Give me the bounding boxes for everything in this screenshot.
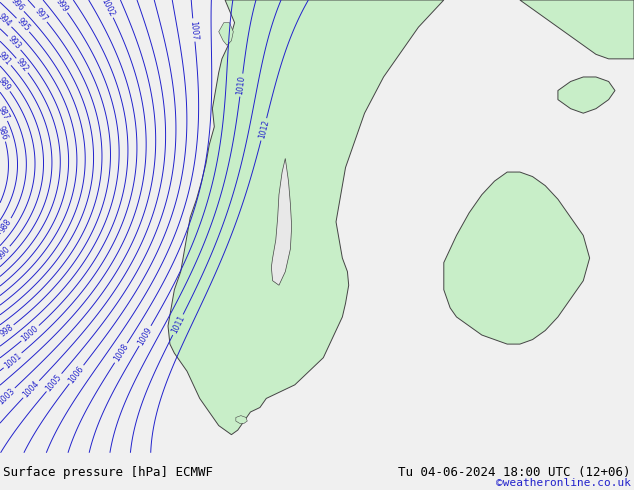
Text: 994: 994: [0, 12, 13, 28]
Text: 999: 999: [54, 0, 70, 14]
Text: Tu 04-06-2024 18:00 UTC (12+06): Tu 04-06-2024 18:00 UTC (12+06): [398, 466, 631, 479]
Polygon shape: [236, 416, 247, 423]
Text: 987: 987: [0, 104, 11, 121]
Polygon shape: [219, 23, 233, 45]
Polygon shape: [558, 77, 615, 113]
Text: Surface pressure [hPa] ECMWF: Surface pressure [hPa] ECMWF: [3, 466, 213, 479]
Text: 1011: 1011: [170, 314, 186, 335]
Text: 1002: 1002: [100, 0, 117, 18]
Text: 998: 998: [0, 322, 15, 339]
Text: 1003: 1003: [0, 386, 16, 406]
Text: 1004: 1004: [22, 379, 41, 399]
Text: 986: 986: [0, 124, 10, 141]
Text: 996: 996: [9, 0, 26, 13]
Text: 991: 991: [0, 50, 13, 67]
Text: 1006: 1006: [67, 364, 86, 385]
Text: 1005: 1005: [44, 372, 64, 393]
Polygon shape: [520, 0, 634, 59]
Polygon shape: [444, 172, 590, 344]
Text: 1008: 1008: [112, 343, 130, 364]
Text: 1000: 1000: [20, 323, 41, 343]
Text: 988: 988: [0, 218, 14, 234]
Text: 1012: 1012: [257, 119, 271, 140]
Text: 1009: 1009: [136, 325, 154, 346]
Text: 1007: 1007: [188, 20, 199, 40]
Text: 997: 997: [33, 6, 49, 23]
Text: 995: 995: [15, 17, 31, 33]
Text: 992: 992: [14, 57, 30, 74]
Text: 993: 993: [6, 35, 23, 51]
Text: ©weatheronline.co.uk: ©weatheronline.co.uk: [496, 478, 631, 488]
Text: 990: 990: [0, 245, 12, 262]
Polygon shape: [271, 158, 292, 285]
Text: 1010: 1010: [236, 75, 247, 95]
Text: 1001: 1001: [3, 351, 23, 370]
Polygon shape: [168, 0, 444, 435]
Text: 989: 989: [0, 75, 13, 93]
